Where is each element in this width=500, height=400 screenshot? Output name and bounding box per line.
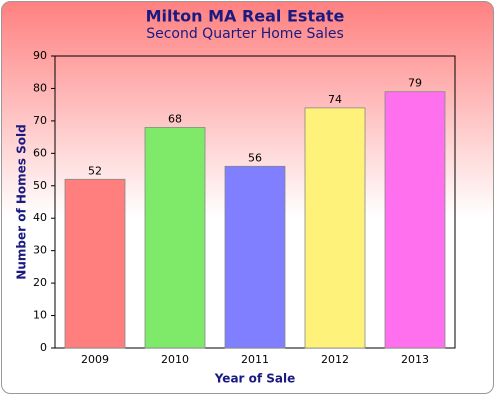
y-axis-title: Number of Homes Sold (15, 124, 29, 279)
data-label: 79 (408, 77, 422, 90)
data-label: 56 (248, 151, 262, 164)
data-label: 74 (328, 93, 342, 106)
x-tick-label: 2011 (241, 353, 269, 366)
bar (224, 165, 286, 349)
data-label: 52 (88, 164, 102, 177)
bar (64, 178, 126, 349)
x-tick-label: 2009 (81, 353, 109, 366)
x-tick-label: 2010 (161, 353, 189, 366)
x-axis-title: Year of Sale (214, 372, 296, 386)
y-tick-label: 80 (33, 81, 47, 94)
y-tick-label: 90 (33, 49, 47, 62)
y-tick-label: 50 (33, 179, 47, 192)
y-tick-label: 60 (33, 146, 47, 159)
x-tick-label: 2012 (321, 353, 349, 366)
y-tick-label: 20 (33, 276, 47, 289)
y-tick-label: 70 (33, 114, 47, 127)
y-tick-label: 10 (33, 309, 47, 322)
bar (144, 126, 206, 349)
y-tick-label: 40 (33, 211, 47, 224)
bar (384, 91, 446, 349)
y-tick-label: 0 (40, 341, 47, 354)
bar (304, 107, 366, 349)
x-tick-label: 2013 (401, 353, 429, 366)
y-tick-label: 30 (33, 244, 47, 257)
data-label: 68 (168, 112, 182, 125)
chart-subtitle: Second Quarter Home Sales (146, 26, 344, 42)
chart-title: Milton MA Real Estate (146, 7, 345, 26)
